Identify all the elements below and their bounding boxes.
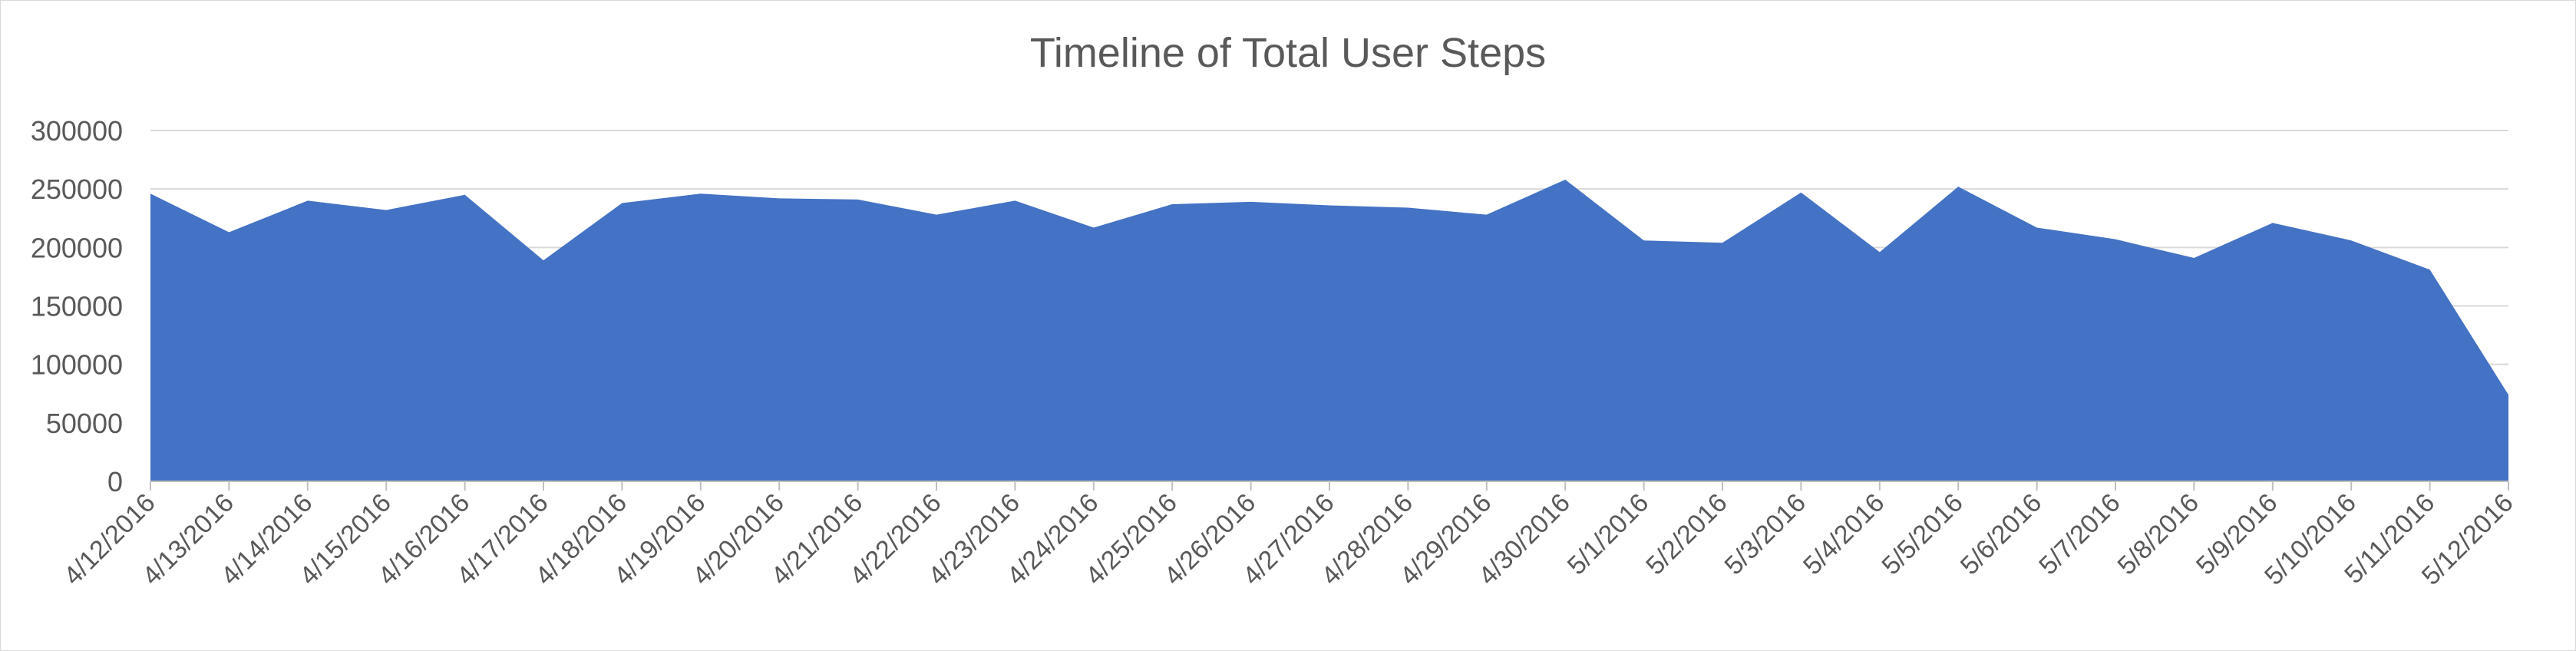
- x-tick-label-5/2/2016: 5/2/2016: [1640, 488, 1732, 580]
- y-tick-label-250000: 250000: [31, 173, 123, 205]
- chart-title: Timeline of Total User Steps: [1029, 30, 1547, 76]
- x-tick-label-5/7/2016: 5/7/2016: [2033, 488, 2125, 580]
- y-tick-label-100000: 100000: [31, 349, 123, 381]
- series-area-total-steps: [150, 179, 2508, 482]
- y-tick-label-200000: 200000: [31, 232, 123, 263]
- x-tick-label-5/3/2016: 5/3/2016: [1719, 488, 1811, 580]
- x-tick-label-5/1/2016: 5/1/2016: [1562, 488, 1654, 580]
- x-tick-label-5/5/2016: 5/5/2016: [1876, 488, 1968, 580]
- x-tick-label-5/8/2016: 5/8/2016: [2112, 488, 2204, 580]
- y-tick-label-0: 0: [107, 466, 123, 497]
- x-tick-label-5/6/2016: 5/6/2016: [1955, 488, 2047, 580]
- y-tick-label-50000: 50000: [46, 408, 123, 439]
- y-tick-label-300000: 300000: [31, 115, 123, 147]
- y-tick-label-150000: 150000: [31, 291, 123, 322]
- x-tick-label-5/4/2016: 5/4/2016: [1798, 488, 1890, 580]
